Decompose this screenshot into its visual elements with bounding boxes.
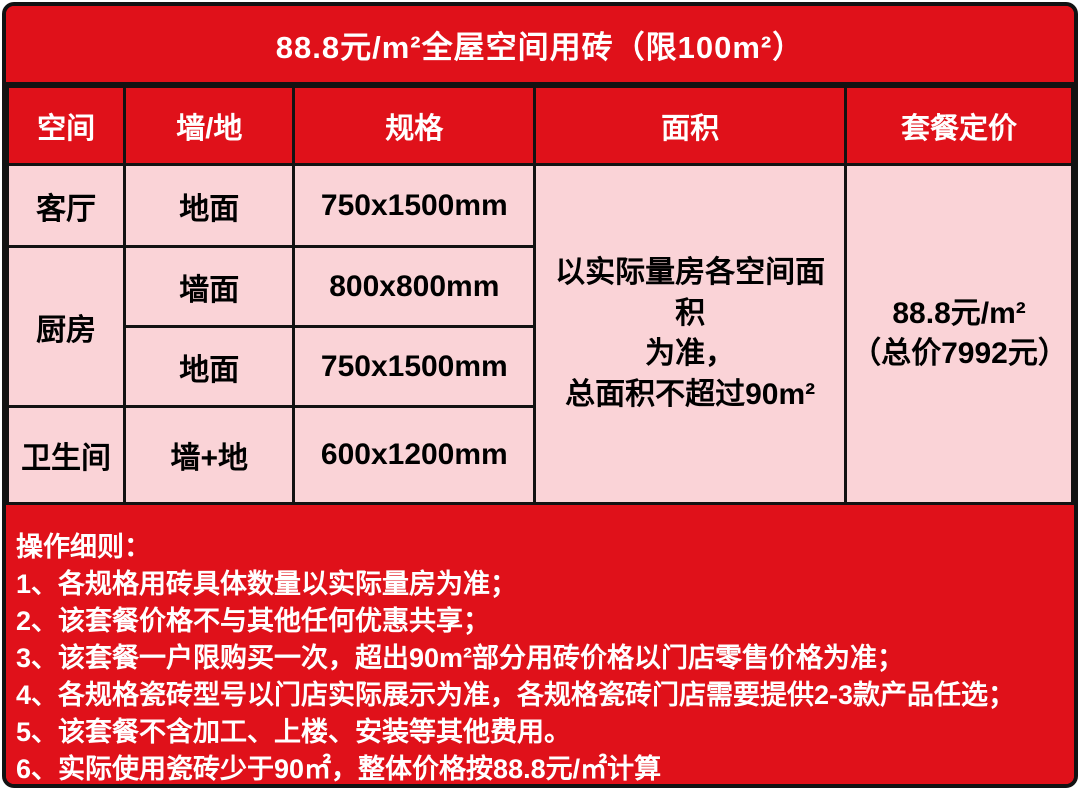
rule-item-2: 2、该套餐价格不与其他任何优惠共享； — [16, 606, 491, 636]
rule-item-5: 5、该套餐不含加工、上楼、安装等其他费用。 — [16, 717, 572, 747]
col-header-spec: 规格 — [292, 85, 537, 166]
rules-section: 操作细则： 1、各规格用砖具体数量以实际量房为准； 2、该套餐价格不与其他任何优… — [6, 505, 1074, 784]
cell-space-bathroom: 卫生间 — [6, 405, 127, 505]
table-row: 卫生间 墙+地 600x1200mm — [6, 405, 1073, 505]
rule-item-3: 3、该套餐一户限购买一次，超出90m²部分用砖价格以门店零售价格为准； — [16, 643, 905, 673]
cell-spec: 750x1500mm — [292, 325, 537, 408]
table-row: 客厅 地面 750x1500mm 以实际量房各空间面积 为准， 总面积不超过90… — [6, 163, 1074, 505]
table-row: 厨房 墙面 800x800mm — [6, 245, 1073, 408]
col-header-price: 套餐定价 — [844, 85, 1074, 166]
cell-surface: 地面 — [123, 163, 296, 248]
cell-surface: 地面 — [123, 325, 296, 408]
rule-item-6: 6、实际使用瓷砖少于90㎡，整体价格按88.8元/㎡计算 — [16, 754, 662, 784]
rule-item-4: 4、各规格瓷砖型号以门店实际展示为准，各规格瓷砖门店需要提供2-3款产品任选； — [16, 680, 1016, 710]
rules-title: 操作细则： — [16, 532, 151, 562]
cell-package-price: 88.8元/m² （总价7992元） — [844, 163, 1074, 505]
table-header-row: 空间 墙/地 规格 面积 套餐定价 — [6, 85, 1074, 166]
cell-spec: 600x1200mm — [292, 405, 537, 505]
col-header-area: 面积 — [533, 85, 848, 166]
cell-surface: 墙面 — [123, 245, 296, 328]
cell-space-livingroom: 客厅 — [6, 163, 127, 248]
cell-area-note: 以实际量房各空间面积 为准， 总面积不超过90m² — [533, 163, 848, 505]
col-header-surface: 墙/地 — [123, 85, 296, 166]
cell-spec: 750x1500mm — [292, 163, 537, 248]
cell-surface: 墙+地 — [123, 405, 296, 505]
cell-space-kitchen: 厨房 — [6, 245, 127, 408]
page-title: 88.8元/m²全屋空间用砖（限100m²） — [6, 6, 1074, 85]
rule-item-1: 1、各规格用砖具体数量以实际量房为准； — [16, 569, 518, 599]
table-row: 地面 750x1500mm — [8, 325, 1073, 408]
cell-spec: 800x800mm — [292, 245, 537, 328]
pricing-table: 空间 墙/地 规格 面积 套餐定价 客厅 地面 750x1500mm 以实际量房… — [6, 85, 1074, 505]
col-header-space: 空间 — [6, 85, 127, 166]
